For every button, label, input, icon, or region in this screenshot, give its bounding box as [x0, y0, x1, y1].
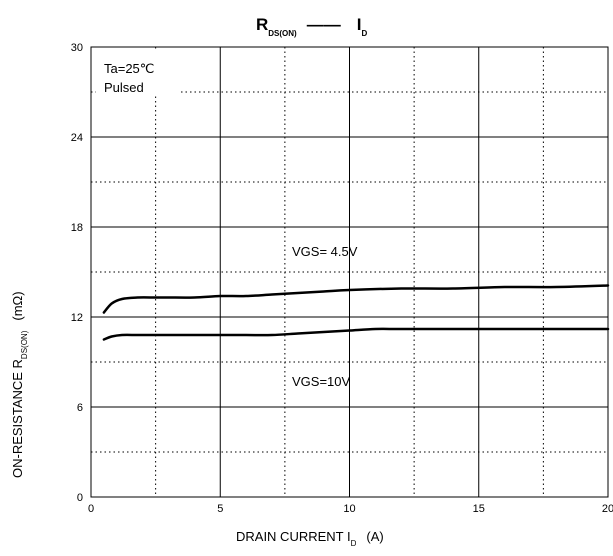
- x-axis-label-sub: D: [351, 539, 357, 548]
- y-tick-label: 24: [71, 132, 83, 144]
- plot-frame: [90, 46, 609, 498]
- condition-pulsed: Pulsed: [104, 80, 144, 95]
- grid: [91, 47, 608, 497]
- chart-title: RDS(ON) —— ID: [256, 15, 367, 38]
- x-tick-label: 20: [602, 503, 613, 515]
- series-label-vgs-10v: VGS=10V: [292, 374, 351, 389]
- y-tick-label: 18: [71, 222, 83, 234]
- series-line-vgs-4-5v: [102, 284, 610, 314]
- series-layer: [102, 284, 610, 341]
- y-tick-label: 12: [71, 312, 83, 324]
- x-axis-label-unit: (A): [366, 529, 383, 544]
- x-axis-label-text: DRAIN CURRENT I: [236, 529, 351, 544]
- x-tick-label: 5: [217, 503, 223, 515]
- x-axis-label: DRAIN CURRENT ID (A): [236, 529, 384, 548]
- series-line-vgs-10v: [102, 327, 610, 341]
- title-separator: ——: [307, 15, 341, 34]
- series-label-vgs-4-5v: VGS= 4.5V: [292, 244, 358, 259]
- y-axis-label-text: ON-RESISTANCE R: [10, 359, 25, 478]
- tick-labels: 0 5 10 15 20 0 6 12 18 24 30: [71, 42, 613, 515]
- x-tick-label: 10: [343, 503, 355, 515]
- conditions-box: [96, 50, 178, 96]
- title-main-sub: DS(ON): [268, 29, 297, 38]
- y-axis-label: ON-RESISTANCE RDS(ON) (mΩ): [10, 291, 29, 478]
- y-axis-label-unit: (mΩ): [10, 291, 25, 320]
- y-axis-label-sub: DS(ON): [20, 330, 29, 359]
- condition-temperature: Ta=25℃: [104, 61, 154, 76]
- x-tick-label: 15: [473, 503, 485, 515]
- title-main: R: [256, 15, 268, 34]
- y-tick-label: 6: [77, 402, 83, 414]
- title-vs: I: [357, 15, 362, 34]
- title-vs-sub: D: [361, 29, 367, 38]
- x-tick-label: 0: [88, 503, 94, 515]
- y-tick-label: 30: [71, 42, 83, 54]
- y-tick-label: 0: [77, 492, 83, 504]
